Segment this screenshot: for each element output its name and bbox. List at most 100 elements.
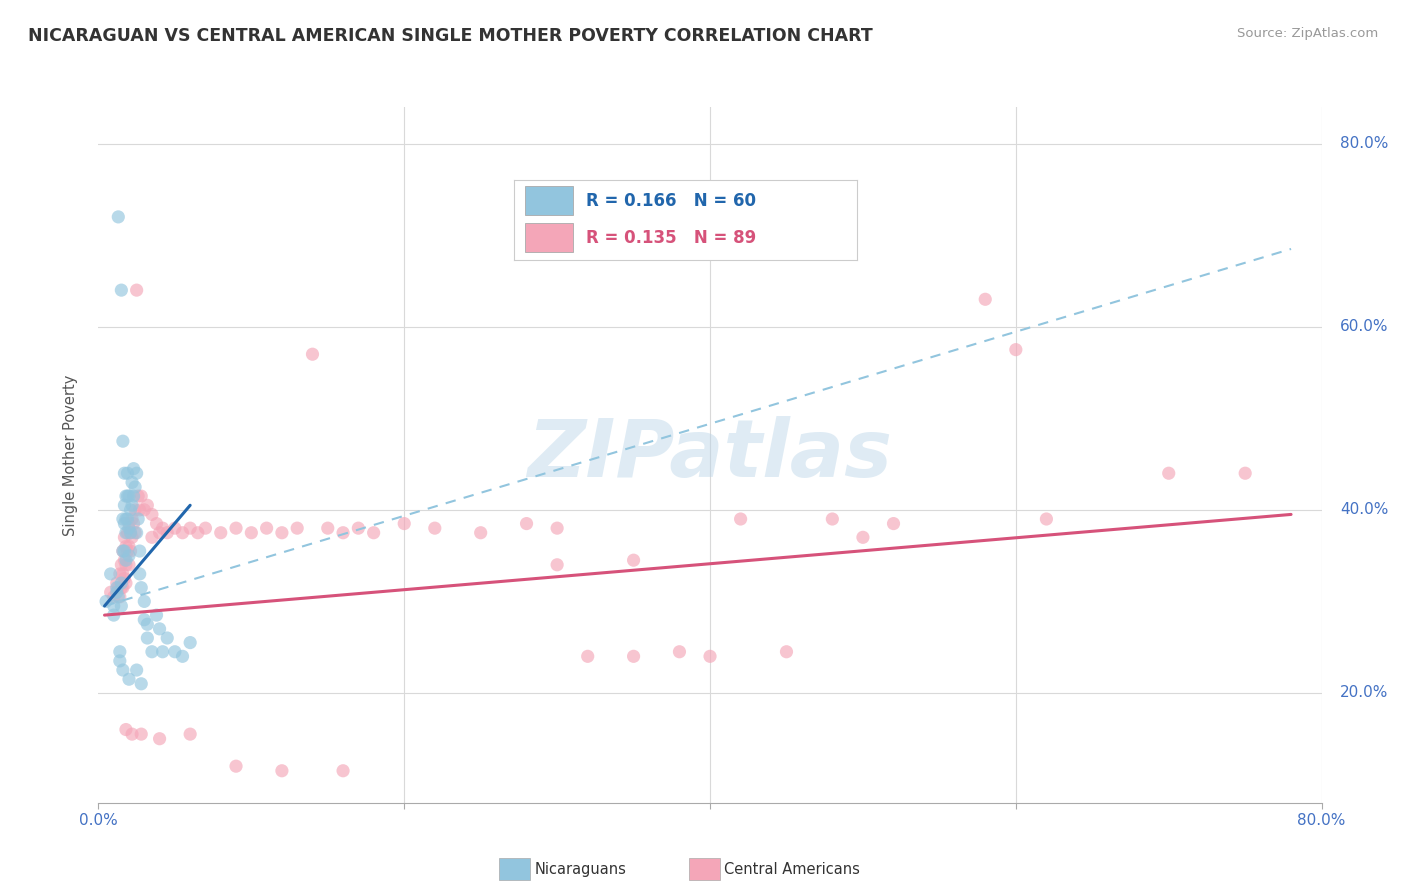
Point [546,521,568,535]
Point [668,645,690,659]
Point [118,558,141,572]
Point [128,544,150,558]
Point [100,566,122,581]
Point [110,599,132,613]
Text: ZIPatlas: ZIPatlas [527,416,893,494]
Point [145,608,167,623]
Point [129,581,152,595]
Point [110,283,132,297]
Point [118,489,141,503]
Point [100,585,122,599]
Point [136,498,159,512]
Point [115,512,138,526]
Point [122,516,145,531]
Text: NICARAGUAN VS CENTRAL AMERICAN SINGLE MOTHER POVERTY CORRELATION CHART: NICARAGUAN VS CENTRAL AMERICAN SINGLE MO… [28,27,873,45]
Point [112,498,135,512]
Point [209,525,232,540]
Point [108,566,131,581]
Point [141,530,163,544]
Point [118,516,141,531]
Bar [524,186,572,215]
Point [730,512,752,526]
Point [125,663,148,677]
Point [115,576,138,591]
Point [121,512,143,526]
Point [152,645,174,659]
Point [107,581,129,595]
Point [117,544,139,558]
Point [546,558,568,572]
Point [194,521,217,535]
Point [115,489,138,503]
Point [285,521,308,535]
Point [270,525,292,540]
Point [347,521,370,535]
Point [103,608,125,623]
Point [121,498,143,512]
Point [112,553,135,567]
Point [117,489,139,503]
Point [149,731,172,746]
Point [108,654,131,668]
Text: 40.0%: 40.0% [1340,502,1388,517]
Point [821,512,844,526]
Point [470,525,492,540]
Point [111,566,134,581]
Point [270,764,292,778]
Point [1004,343,1026,357]
Point [149,622,172,636]
Point [127,512,149,526]
Point [775,645,797,659]
Point [163,645,186,659]
Point [111,544,134,558]
Point [240,525,263,540]
Point [129,677,152,691]
Point [363,525,385,540]
Point [115,525,138,540]
Point [105,581,128,595]
Point [111,581,134,595]
Point [110,558,132,572]
Point [128,566,150,581]
Point [392,516,416,531]
Point [108,590,131,604]
Point [110,576,132,591]
Point [117,467,139,481]
Point [111,512,134,526]
Point [112,516,135,531]
Point [152,521,174,535]
Point [103,599,125,613]
Point [120,525,142,540]
Text: 60.0%: 60.0% [1340,319,1389,334]
Point [122,489,145,503]
Point [112,530,135,544]
Point [699,649,721,664]
Point [332,525,354,540]
Point [112,572,135,586]
Point [117,512,139,526]
Point [115,553,138,567]
Text: Nicaraguans: Nicaraguans [534,863,626,877]
Point [122,461,145,475]
Point [111,663,134,677]
Text: R = 0.166   N = 60: R = 0.166 N = 60 [586,192,756,210]
Point [145,516,167,531]
Point [110,581,132,595]
Point [301,347,323,361]
Point [852,530,875,544]
Point [156,631,179,645]
Point [156,525,179,540]
Point [105,576,128,591]
Point [111,434,134,449]
Text: 20.0%: 20.0% [1340,685,1388,700]
Point [118,549,141,563]
Point [124,525,146,540]
Point [423,521,446,535]
Point [516,516,538,531]
Bar [524,223,572,252]
Point [115,540,138,554]
Point [94,594,117,608]
Point [125,467,148,481]
Point [187,525,209,540]
Point [128,503,150,517]
